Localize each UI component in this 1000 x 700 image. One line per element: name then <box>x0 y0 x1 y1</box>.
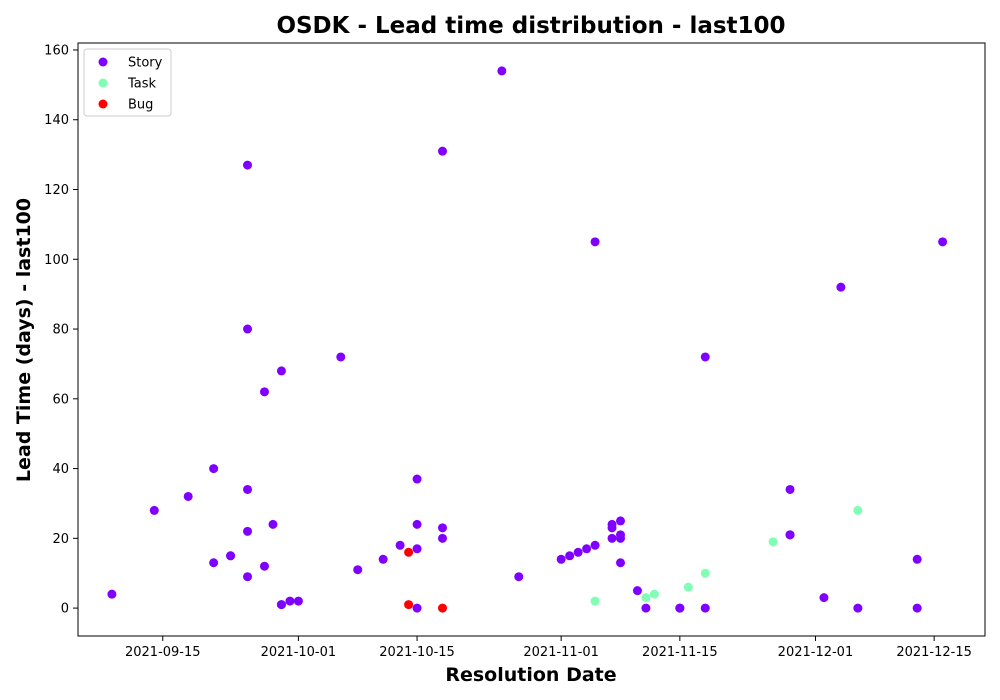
story-point <box>556 554 566 564</box>
plot-area <box>77 42 986 637</box>
legend-marker-task <box>98 78 108 88</box>
x-tick-label: 2021-12-15 <box>896 645 972 660</box>
task-point <box>853 505 863 515</box>
y-tick-label: 140 <box>44 113 69 128</box>
bug-point <box>404 547 414 557</box>
x-tick-label: 2021-10-01 <box>261 645 337 660</box>
task-point <box>590 596 600 606</box>
story-point <box>675 603 685 613</box>
x-axis: 2021-09-15 2021-10-01 2021-10-15 2021-11-01… <box>125 636 972 660</box>
story-point <box>616 530 626 540</box>
story-point <box>378 554 388 564</box>
legend-label-story: Story <box>128 56 163 71</box>
story-point <box>395 540 405 550</box>
x-tick-label: 2021-10-15 <box>379 645 455 660</box>
x-tick-label: 2021-12-01 <box>778 645 854 660</box>
legend-marker-story <box>98 57 108 67</box>
y-axis-label: Lead Time (days) - last100 <box>13 198 35 482</box>
story-point <box>437 533 447 543</box>
story-point <box>243 526 253 536</box>
legend-marker-bug <box>98 99 108 109</box>
data-points <box>107 66 948 613</box>
story-point <box>590 237 600 247</box>
story-point <box>632 586 642 596</box>
story-point <box>209 464 219 474</box>
y-axis: 0 20 40 60 80 100 120 140 160 <box>44 43 78 617</box>
y-tick-label: 40 <box>52 462 69 477</box>
x-tick-label: 2021-11-15 <box>642 645 718 660</box>
story-point <box>285 596 295 606</box>
task-point <box>700 568 710 578</box>
y-tick-label: 80 <box>52 323 69 338</box>
y-tick-label: 100 <box>44 253 69 268</box>
story-point <box>616 516 626 526</box>
story-point <box>209 558 219 568</box>
chart-title: OSDK - Lead time distribution - last100 <box>276 13 785 39</box>
story-point <box>353 565 363 575</box>
story-point <box>412 544 422 554</box>
story-point <box>785 530 795 540</box>
story-point <box>819 593 829 603</box>
x-tick-label: 2021-09-15 <box>125 645 201 660</box>
story-point <box>573 547 583 557</box>
story-point <box>607 519 617 529</box>
legend-box <box>83 48 172 117</box>
story-point <box>785 484 795 494</box>
story-point <box>514 572 524 582</box>
story-point <box>412 474 422 484</box>
y-tick-label: 0 <box>61 602 69 617</box>
story-point <box>607 533 617 543</box>
task-point <box>649 589 659 599</box>
task-point <box>683 582 693 592</box>
bug-point <box>404 600 414 610</box>
story-point <box>912 603 922 613</box>
task-point <box>641 593 651 603</box>
story-point <box>497 66 507 76</box>
story-point <box>276 600 286 610</box>
y-tick-label: 160 <box>44 43 69 58</box>
story-point <box>276 366 286 376</box>
story-point <box>412 603 422 613</box>
story-point <box>259 387 269 397</box>
y-tick-label: 20 <box>52 532 69 547</box>
story-point <box>259 561 269 571</box>
story-point <box>853 603 863 613</box>
story-point <box>437 523 447 533</box>
story-point <box>243 484 253 494</box>
story-point <box>336 352 346 362</box>
story-point <box>412 519 422 529</box>
story-point <box>590 540 600 550</box>
story-point <box>226 551 236 561</box>
story-point <box>700 352 710 362</box>
story-point <box>938 237 948 247</box>
story-point <box>582 544 592 554</box>
legend: Story Task Bug <box>83 48 172 117</box>
story-point <box>836 282 846 292</box>
x-tick-label: 2021-11-01 <box>523 645 599 660</box>
x-axis-label: Resolution Date <box>445 664 616 686</box>
y-tick-label: 120 <box>44 183 69 198</box>
bug-point <box>437 603 447 613</box>
story-point <box>293 596 303 606</box>
story-point <box>565 551 575 561</box>
y-tick-label: 60 <box>52 392 69 407</box>
story-point <box>107 589 117 599</box>
story-point <box>641 603 651 613</box>
story-point <box>243 324 253 334</box>
story-point <box>912 554 922 564</box>
story-point <box>243 572 253 582</box>
story-point <box>183 491 193 501</box>
story-point <box>616 558 626 568</box>
legend-label-task: Task <box>127 77 157 92</box>
story-point <box>243 160 253 170</box>
legend-label-bug: Bug <box>128 98 153 113</box>
story-point <box>149 505 159 515</box>
story-point <box>437 146 447 156</box>
task-point <box>768 537 778 547</box>
story-point <box>268 519 278 529</box>
story-point <box>700 603 710 613</box>
